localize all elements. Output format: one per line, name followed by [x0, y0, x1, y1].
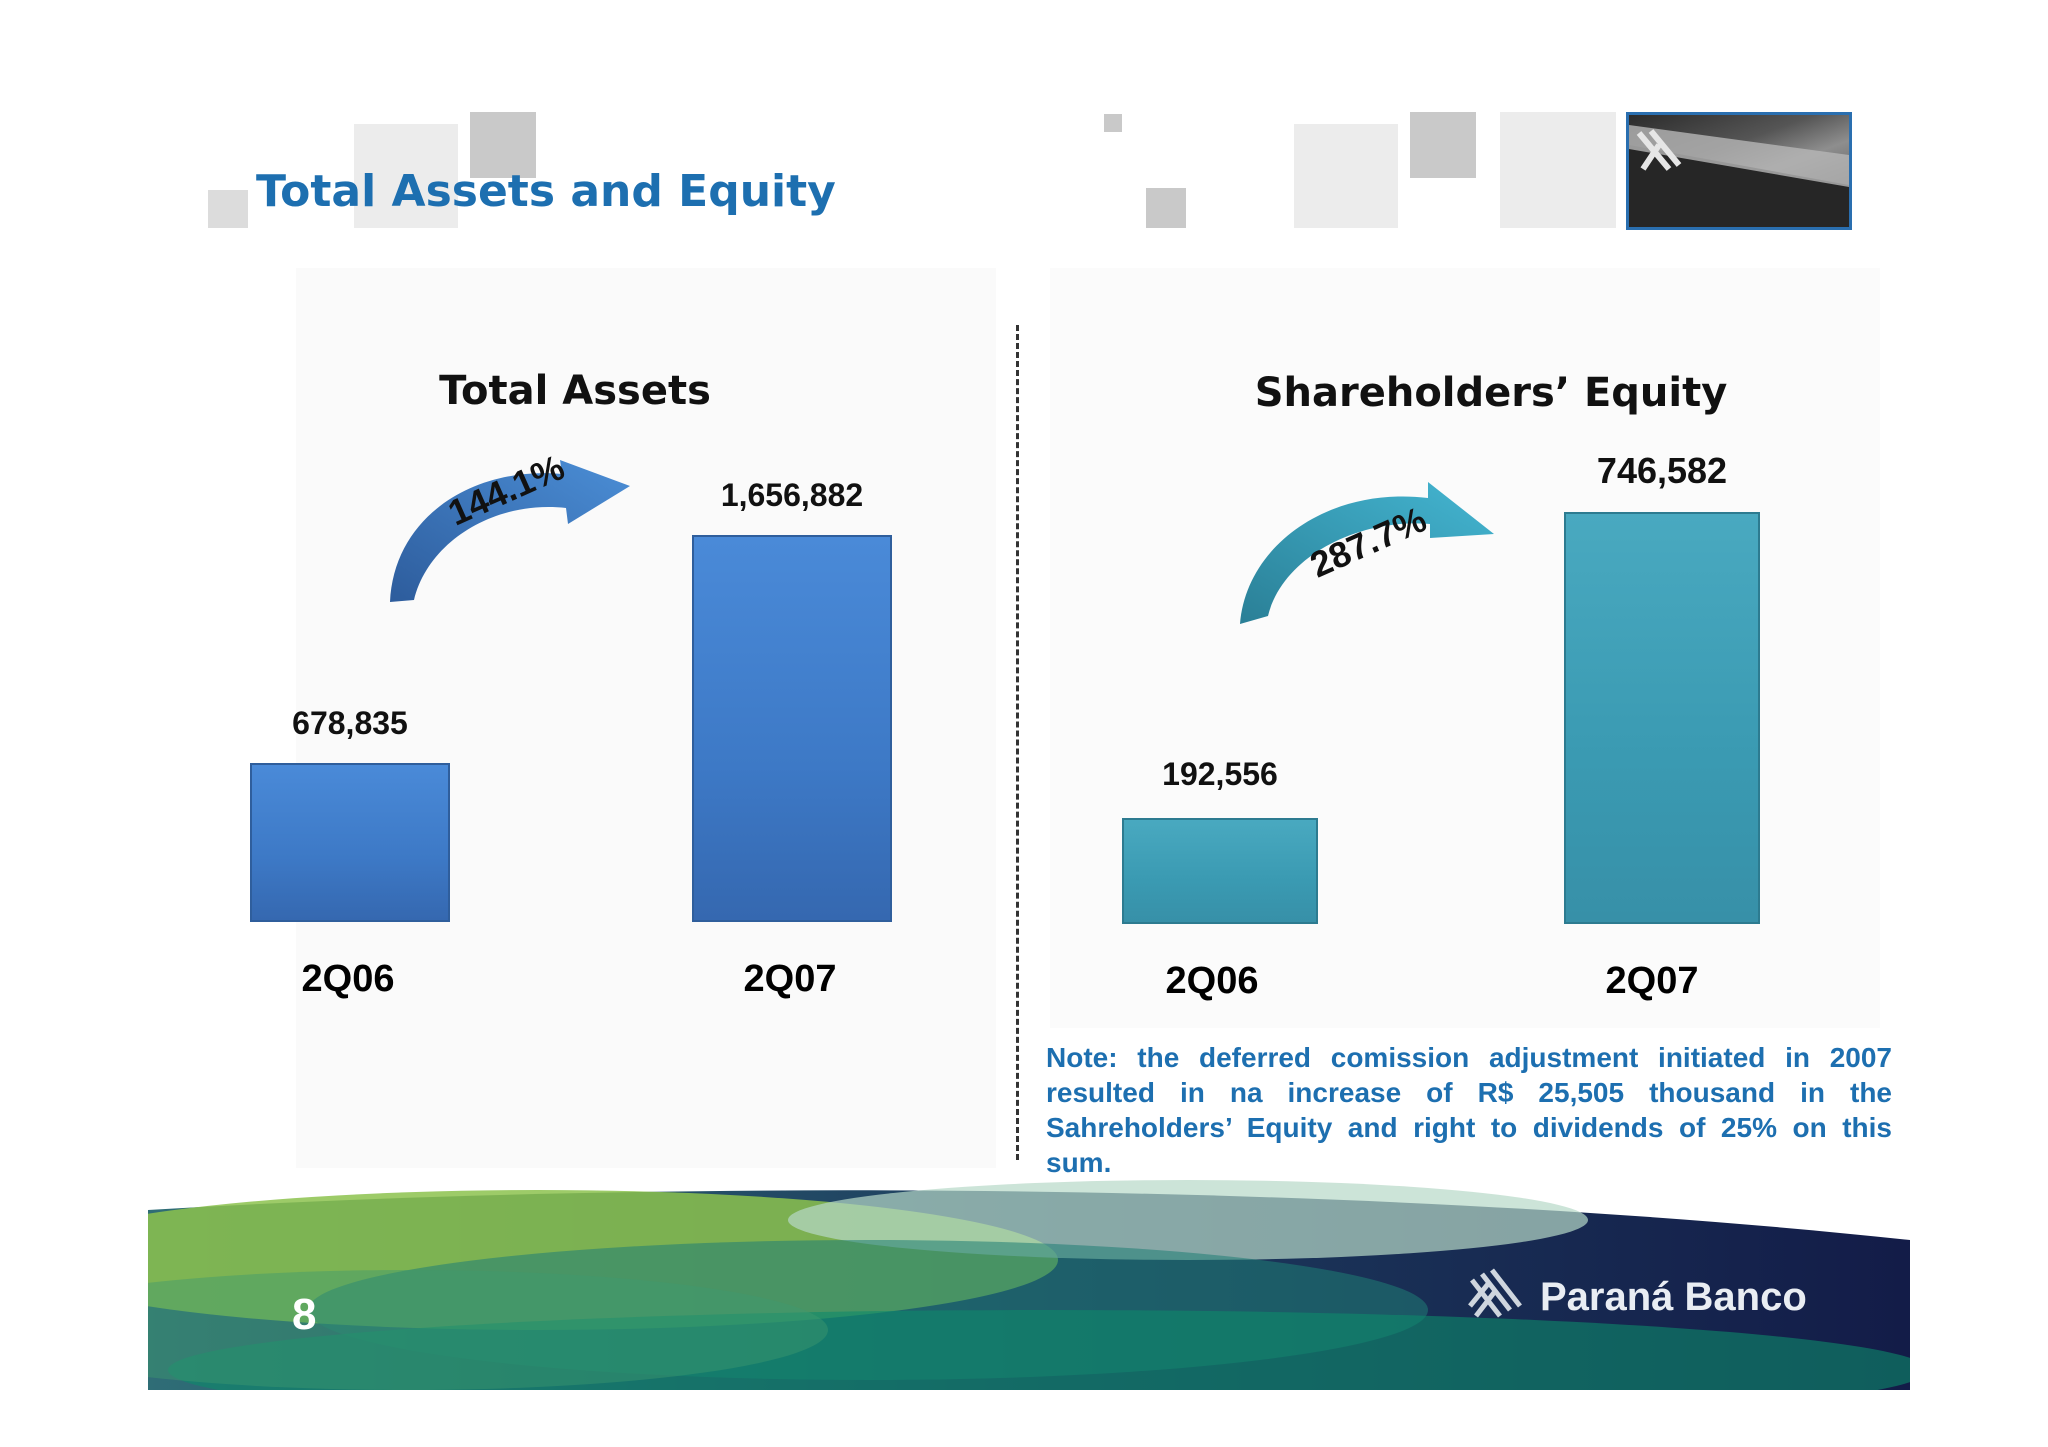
building-photo: [1626, 112, 1852, 230]
decorative-square: [1294, 124, 1398, 228]
page-number: 8: [292, 1290, 317, 1339]
total-assets-growth-arrow: [390, 460, 630, 602]
equity-title: Shareholders’ Equity: [1254, 370, 1728, 416]
equity-category-2q07: 2Q07: [1605, 960, 1699, 1002]
equity-value-label-2q06: 192,556: [1162, 756, 1278, 792]
equity-bar-2q07: [1564, 512, 1760, 924]
total-assets-category-2q07: 2Q07: [743, 958, 837, 1000]
chart-divider: [1016, 325, 1019, 1160]
brand-name: Paraná Banco: [1540, 1275, 1807, 1319]
decorative-square: [1410, 112, 1476, 178]
total-assets-title: Total Assets: [439, 368, 711, 414]
total-assets-bar-2q06: [250, 763, 450, 922]
parana-banco-logo-icon: [1468, 1268, 1522, 1318]
equity-value-label-2q07: 746,582: [1596, 450, 1728, 491]
decorative-square: [470, 112, 536, 178]
equity-note: Note: the deferred comission adjustment …: [1046, 1042, 1892, 1178]
total-assets-value-label-2q07: 1,656,882: [720, 477, 864, 513]
decorative-square: [1146, 188, 1186, 228]
decorative-square: [1104, 114, 1122, 132]
footer-banner: [148, 1180, 1910, 1390]
equity-growth-arrow: [1240, 482, 1494, 624]
total-assets-bar-2q07: [692, 535, 892, 922]
decorative-square: [354, 124, 458, 228]
page-title: Total Assets and Equity: [256, 166, 836, 217]
total-assets-category-2q06: 2Q06: [301, 958, 395, 1000]
decorative-square: [208, 190, 248, 228]
total-assets-value-label-2q06: 678,835: [292, 705, 408, 741]
decorative-square: [1500, 112, 1616, 228]
building-sign-image: [1629, 125, 1849, 227]
equity-bar-2q06: [1122, 818, 1318, 924]
equity-category-2q06: 2Q06: [1165, 960, 1259, 1002]
